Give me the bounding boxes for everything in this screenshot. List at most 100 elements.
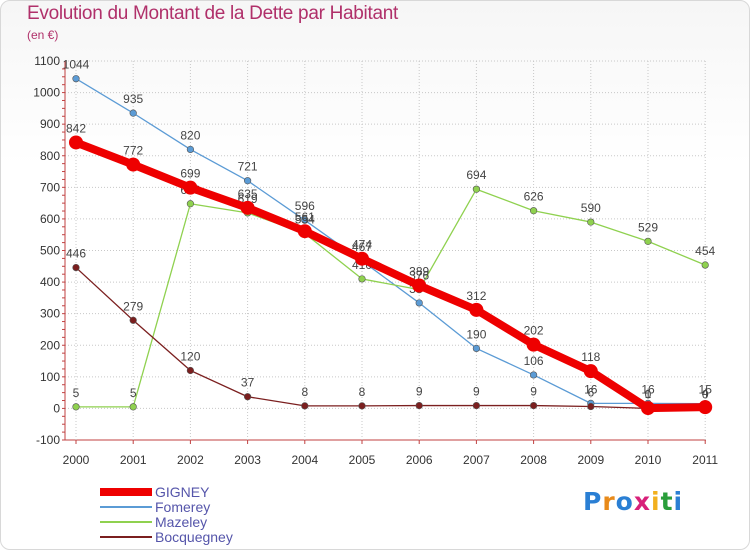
- data-label-gigney: 202: [524, 324, 544, 338]
- y-tick-label: -100: [36, 433, 60, 447]
- data-label-fomerey: 596: [295, 199, 315, 213]
- data-label-bocquegney: 0: [702, 387, 709, 401]
- data-label-fomerey: 15: [699, 383, 713, 397]
- data-point-fomerey: [415, 299, 423, 307]
- y-tick-label: 500: [40, 244, 60, 258]
- x-tick-label: 2003: [234, 453, 261, 467]
- data-label-fomerey: 106: [524, 354, 544, 368]
- data-label-mazeley: 626: [524, 190, 544, 204]
- chart-title: Evolution du Montant de la Dette par Hab…: [27, 3, 398, 24]
- x-tick-label: 2006: [406, 453, 433, 467]
- legend-swatch: [100, 488, 152, 496]
- logo-letter: t: [660, 487, 674, 516]
- data-point-gigney: [583, 364, 598, 379]
- data-label-fomerey: 16: [584, 382, 598, 396]
- data-label-mazeley: 590: [581, 201, 601, 215]
- data-point-fomerey: [129, 109, 137, 117]
- proxiti-logo: Proxiti: [583, 487, 683, 516]
- data-label-bocquegney: 0: [645, 387, 652, 401]
- y-tick-label: 400: [40, 275, 60, 289]
- data-point-mazeley: [358, 275, 366, 283]
- x-tick-label: 2009: [577, 453, 604, 467]
- data-point-fomerey: [186, 145, 194, 154]
- logo-letter: o: [615, 487, 634, 516]
- data-label-gigney: 1: [645, 387, 652, 401]
- data-point-bocquegney: [529, 401, 538, 410]
- data-point-fomerey: [529, 371, 538, 379]
- data-point-gigney: [126, 157, 141, 172]
- x-tick-label: 2000: [63, 453, 90, 467]
- series-line-mazeley: [75, 188, 706, 408]
- data-point-fomerey: [301, 216, 309, 224]
- data-label-mazeley: 529: [638, 220, 658, 234]
- y-tick-label: 300: [40, 307, 60, 321]
- data-point-gigney: [641, 401, 655, 416]
- data-point-gigney: [526, 337, 541, 352]
- x-tick-label: 2005: [349, 453, 376, 467]
- data-point-mazeley: [701, 261, 709, 269]
- data-point-fomerey: [244, 177, 252, 185]
- data-point-gigney: [469, 302, 484, 317]
- data-point-fomerey: [72, 75, 80, 83]
- legend-label: Bocquegney: [155, 529, 233, 545]
- data-point-bocquegney: [244, 393, 252, 401]
- legend-label: Mazeley: [155, 514, 208, 530]
- chart-subtitle: (en €): [27, 28, 59, 42]
- data-label-mazeley: 5: [130, 386, 137, 400]
- data-point-gigney: [297, 224, 312, 239]
- data-label-bocquegney: 9: [530, 385, 537, 399]
- data-point-mazeley: [529, 207, 538, 215]
- data-label-bocquegney: 120: [180, 350, 200, 364]
- data-label-gigney: 312: [466, 289, 486, 303]
- data-point-gigney: [183, 180, 198, 195]
- data-label-mazeley: 554: [295, 212, 315, 226]
- data-point-bocquegney: [415, 401, 423, 410]
- data-point-gigney: [698, 400, 713, 415]
- data-label-mazeley: 454: [695, 244, 715, 258]
- y-tick-label: 800: [40, 149, 60, 163]
- data-label-gigney: 389: [409, 265, 429, 279]
- data-point-bocquegney: [587, 402, 595, 411]
- data-point-gigney: [412, 278, 427, 293]
- y-tick-label: 100: [40, 370, 60, 384]
- data-label-fomerey: 16: [641, 382, 655, 396]
- logo-letter: P: [583, 487, 603, 516]
- data-point-mazeley: [644, 237, 652, 245]
- y-tick-label: 600: [40, 212, 60, 226]
- y-tick-label: 1100: [34, 54, 60, 68]
- data-point-gigney: [240, 200, 255, 215]
- x-tick-label: 2001: [120, 453, 147, 467]
- legend-label: Fomerey: [155, 499, 211, 515]
- legend-swatch: [100, 521, 152, 523]
- data-point-mazeley: [72, 403, 80, 411]
- data-label-fomerey: 467: [352, 240, 372, 254]
- data-label-bocquegney: 279: [123, 299, 143, 313]
- data-label-mazeley: 694: [466, 168, 486, 182]
- logo-letter: i: [651, 487, 661, 516]
- y-tick-label: 0: [53, 401, 60, 415]
- x-tick-label: 2011: [692, 453, 718, 467]
- data-label-bocquegney: 9: [416, 385, 423, 399]
- data-label-gigney: 772: [123, 144, 143, 158]
- data-label-mazeley: 5: [73, 386, 80, 400]
- x-tick-label: 2007: [463, 453, 490, 467]
- data-label-fomerey: 820: [180, 128, 200, 142]
- data-label-fomerey: 1044: [63, 58, 90, 72]
- x-tick-label: 2002: [177, 453, 204, 467]
- data-label-fomerey: 935: [123, 92, 143, 106]
- data-point-mazeley: [587, 218, 595, 226]
- x-tick-label: 2004: [291, 453, 318, 467]
- data-label-bocquegney: 6: [587, 386, 594, 400]
- series-line-bocquegney: [75, 266, 706, 410]
- legend-swatch: [100, 506, 152, 508]
- series-line-gigney: [72, 138, 710, 413]
- data-point-mazeley: [472, 185, 481, 193]
- data-point-bocquegney: [186, 366, 194, 375]
- logo-letter: i: [673, 487, 684, 516]
- y-tick-label: 200: [40, 338, 60, 352]
- data-label-bocquegney: 9: [473, 385, 480, 399]
- data-label-gigney: 699: [180, 167, 200, 181]
- data-label-gigney: 474: [352, 238, 372, 252]
